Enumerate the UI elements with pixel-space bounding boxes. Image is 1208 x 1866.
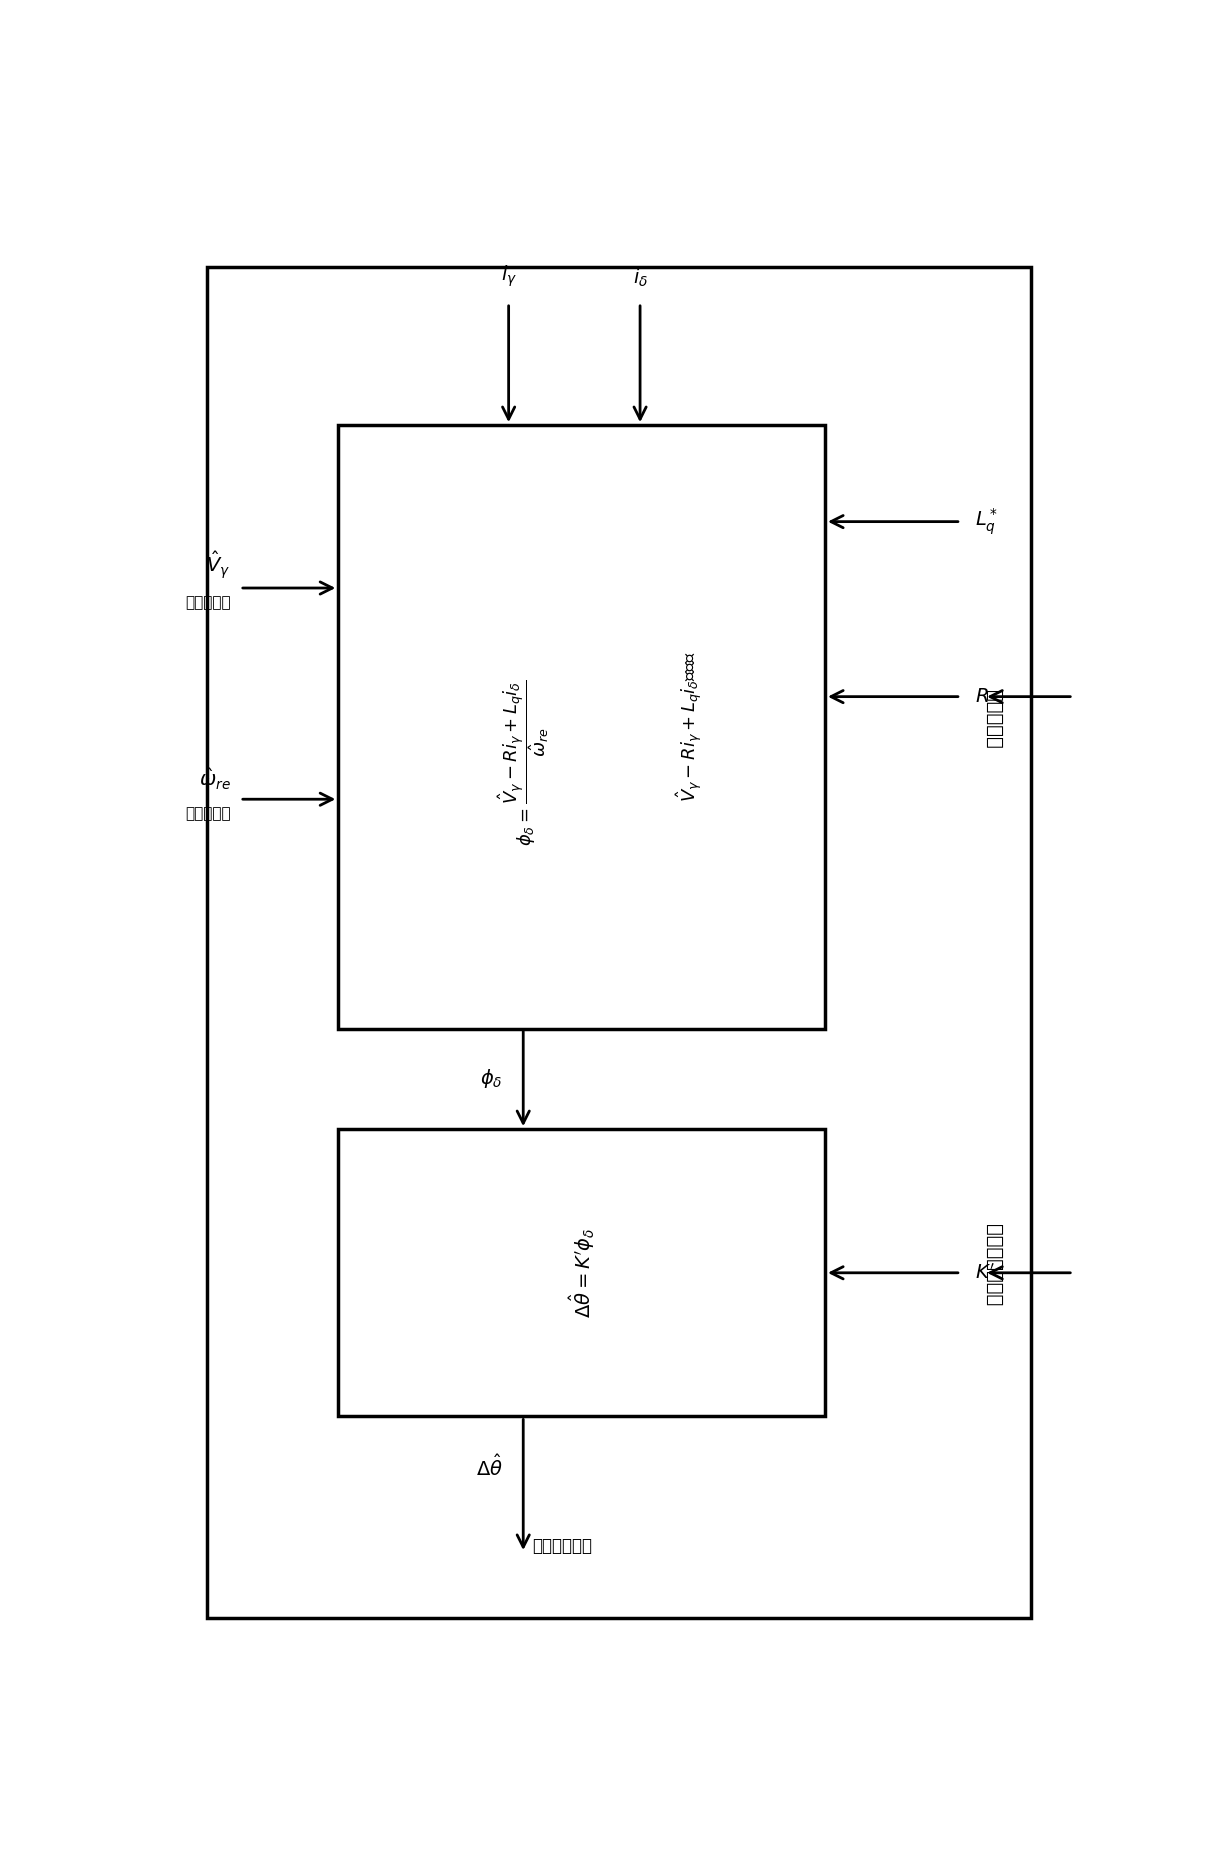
Text: $i_{\gamma}$: $i_{\gamma}$ — [500, 263, 517, 289]
Text: 磁通运算部: 磁通运算部 — [985, 690, 1003, 748]
Bar — [338, 1129, 825, 1416]
Text: $\Delta\hat{\theta} = K'\phi_{\delta}$: $\Delta\hat{\theta} = K'\phi_{\delta}$ — [567, 1228, 597, 1317]
Bar — [208, 267, 1032, 1618]
Text: $\phi_{\delta} = \dfrac{\hat{V}_{\gamma} - Ri_{\gamma} + L_q i_{\delta}}{\hat{\o: $\phi_{\delta} = \dfrac{\hat{V}_{\gamma}… — [495, 679, 551, 845]
Text: $\Delta\hat{\theta}$: $\Delta\hat{\theta}$ — [476, 1454, 503, 1480]
Text: $i_{\delta}$: $i_{\delta}$ — [633, 267, 647, 289]
Text: $\hat{\omega}_{re}$: $\hat{\omega}_{re}$ — [198, 767, 231, 791]
Text: 至速度推定器: 至速度推定器 — [533, 1538, 593, 1554]
Text: $\hat{V}_{\gamma}$: $\hat{V}_{\gamma}$ — [207, 549, 231, 580]
Text: （推定值）: （推定值） — [185, 595, 231, 610]
Text: $\phi_{\delta}$: $\phi_{\delta}$ — [480, 1067, 503, 1090]
Text: $L_q^*$: $L_q^*$ — [975, 506, 998, 537]
Bar — [338, 425, 825, 1028]
Text: $R$: $R$ — [975, 687, 988, 705]
Text: $\hat{V}_{\gamma} - Ri_{\gamma} + L_q i_{\delta}$的运算: $\hat{V}_{\gamma} - Ri_{\gamma} + L_q i_… — [674, 651, 704, 802]
Text: 位置误差运算部: 位置误差运算部 — [985, 1224, 1003, 1306]
Text: （推定值）: （推定值） — [185, 806, 231, 821]
Text: $K'$: $K'$ — [975, 1263, 994, 1282]
